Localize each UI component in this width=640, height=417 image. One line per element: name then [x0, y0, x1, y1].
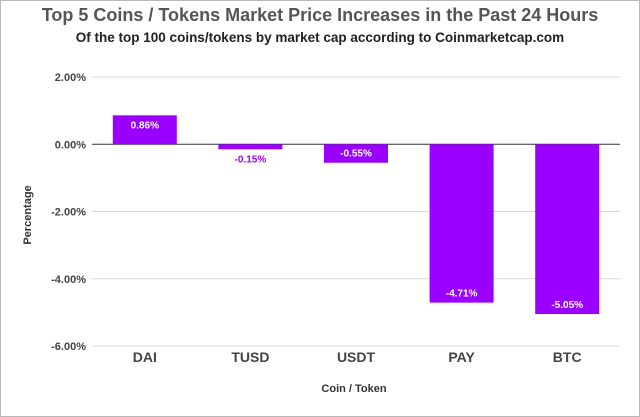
gridlines: [92, 76, 620, 347]
y-tick-label: 2.00%: [55, 72, 86, 84]
y-tick-label: -4.00%: [51, 274, 86, 286]
bars: [112, 115, 600, 315]
x-tick-label: BTC: [553, 349, 582, 365]
y-tick-label: -6.00%: [51, 341, 86, 353]
data-labels: 0.86% -0.15% -0.55% -4.71% -5.05%: [131, 120, 584, 311]
x-tick-label: USDT: [337, 349, 376, 365]
bar-btc: [535, 144, 600, 315]
x-axis-title: Coin / Token: [321, 383, 386, 395]
data-label: 0.86%: [131, 120, 159, 131]
data-label: -5.05%: [551, 300, 583, 311]
chart-title: Top 5 Coins / Tokens Market Price Increa…: [41, 5, 599, 25]
bar-pay: [429, 144, 494, 303]
x-tick-label: PAY: [448, 349, 475, 365]
y-tick-label: -2.00%: [51, 207, 86, 219]
y-axis: 2.00% 0.00% -2.00% -4.00% -6.00%: [51, 72, 86, 353]
x-axis: DAI TUSD USDT PAY BTC: [133, 349, 582, 365]
bar-usdt: [324, 144, 388, 163]
data-label: -0.15%: [235, 154, 267, 165]
x-tick-label: DAI: [133, 349, 157, 365]
chart-subtitle: Of the top 100 coins/tokens by market ca…: [75, 30, 565, 45]
y-axis-title: Percentage: [22, 185, 34, 244]
data-label: -4.71%: [446, 289, 478, 300]
bar-tusd: [218, 144, 283, 150]
x-tick-label: TUSD: [231, 349, 269, 365]
y-tick-label: 0.00%: [55, 139, 86, 151]
bar-dai: [112, 115, 177, 145]
data-label: -0.55%: [340, 149, 372, 160]
